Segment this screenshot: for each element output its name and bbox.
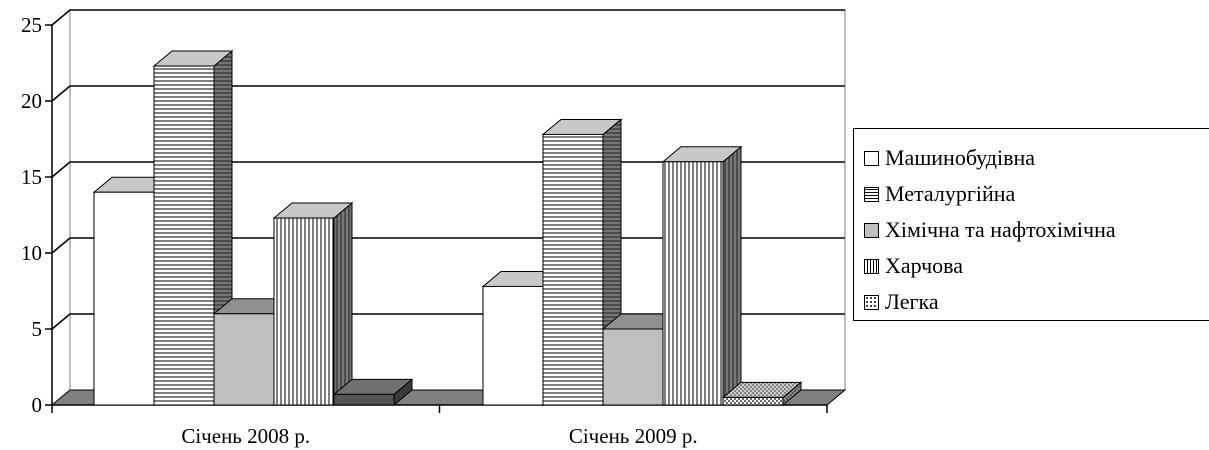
side-wall <box>51 8 71 407</box>
legend-item: Харчова <box>864 251 963 281</box>
bar-front <box>273 217 335 406</box>
bar-side <box>333 201 353 407</box>
gridline <box>51 9 845 26</box>
x-tick-label: Січень 2009 р. <box>569 424 698 448</box>
y-tick-label: 15 <box>21 165 42 189</box>
bar-front <box>333 393 395 406</box>
y-tick-label: 10 <box>21 241 42 265</box>
bar-front <box>662 161 724 406</box>
bar-1-1 <box>541 118 623 407</box>
bar-front <box>602 328 664 406</box>
legend-swatch <box>864 258 879 274</box>
bar-side <box>722 145 742 407</box>
legend-item: Легка <box>864 287 939 317</box>
legend-item: Хімічна та нафтохімічна <box>864 215 1116 245</box>
bar-front <box>213 313 275 406</box>
y-tick-label: 25 <box>21 13 42 37</box>
bar-front <box>482 285 544 406</box>
gridline <box>51 85 845 102</box>
bar-front <box>722 396 784 406</box>
legend-swatch <box>864 150 879 166</box>
y-tick-label: 0 <box>32 393 43 417</box>
bar-0-4 <box>332 378 414 407</box>
legend-label: Металургійна <box>885 181 1016 206</box>
legend: Машинобудівна Металургійна Хімічна та нафт… <box>853 128 1209 321</box>
y-tick-label: 5 <box>32 317 43 341</box>
legend-item: Металургійна <box>864 179 1015 209</box>
legend-label: Хімічна та нафтохімічна <box>885 217 1116 242</box>
bar-front <box>153 65 215 406</box>
bar-0-3 <box>272 201 354 407</box>
legend-label: Легка <box>885 289 939 314</box>
legend-swatch <box>864 222 879 238</box>
y-tick-label: 20 <box>21 89 42 113</box>
legend-swatch <box>864 186 879 202</box>
bar-1-3 <box>661 145 743 407</box>
bar-1-4 <box>721 381 803 407</box>
x-tick-label: Січень 2008 р. <box>181 424 310 448</box>
legend-label: Харчова <box>885 253 964 278</box>
bar-front <box>542 133 604 406</box>
legend-label: Машинобудівна <box>885 145 1036 170</box>
legend-item: Машинобудівна <box>864 143 1035 173</box>
legend-swatch <box>864 294 879 310</box>
bar-front <box>93 191 155 406</box>
